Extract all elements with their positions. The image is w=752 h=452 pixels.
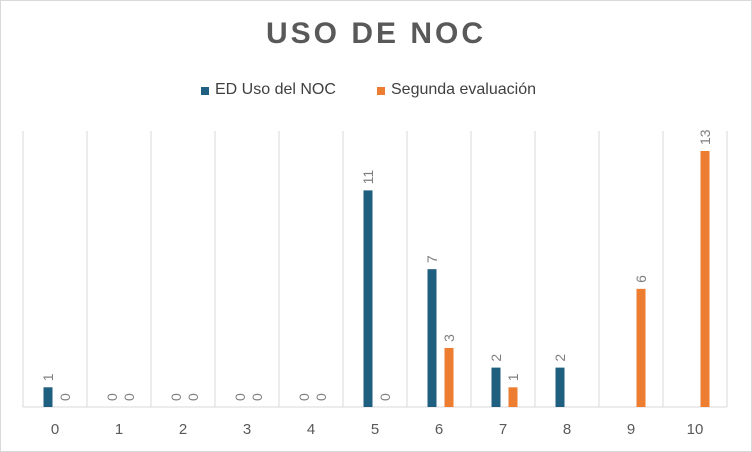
data-label-series-1-cat-5: 11 xyxy=(360,170,376,185)
bar-series-1-cat-5 xyxy=(363,190,373,407)
data-label-series-2-cat-4: 0 xyxy=(313,393,329,401)
x-tick-label-0: 0 xyxy=(51,421,59,438)
bar-series-1-cat-7 xyxy=(491,367,501,407)
legend-label-series-1: ED Uso del NOC xyxy=(215,81,336,98)
data-label-series-1-cat-1: 0 xyxy=(104,393,120,401)
data-label-series-2-cat-1: 0 xyxy=(121,393,137,401)
data-label-series-1-cat-2: 0 xyxy=(168,393,184,401)
x-tick-label-4: 4 xyxy=(307,421,315,438)
data-label-series-1-cat-3: 0 xyxy=(232,393,248,401)
legend: ED Uso del NOC Segunda evaluación xyxy=(1,81,751,101)
data-label-series-2-cat-6: 3 xyxy=(441,334,457,342)
bar-series-1-cat-8 xyxy=(555,367,565,407)
x-tick-label-6: 6 xyxy=(435,421,443,438)
data-label-series-1-cat-4: 0 xyxy=(296,393,312,401)
x-tick-label-1: 1 xyxy=(115,421,123,438)
data-label-series-2-cat-9: 6 xyxy=(633,275,649,283)
data-label-series-2-cat-7: 1 xyxy=(505,373,521,381)
bar-series-2-cat-9 xyxy=(636,288,646,407)
data-label-series-2-cat-10: 13 xyxy=(697,129,713,145)
data-label-series-1-cat-0: 1 xyxy=(40,373,56,381)
x-tick-label-9: 9 xyxy=(627,421,635,438)
x-tick-label-8: 8 xyxy=(563,421,571,438)
data-label-series-2-cat-0: 0 xyxy=(57,393,73,401)
bar-series-1-cat-6 xyxy=(427,269,437,407)
data-label-series-2-cat-5: 0 xyxy=(377,393,393,401)
data-label-series-2-cat-2: 0 xyxy=(185,393,201,401)
x-tick-label-3: 3 xyxy=(243,421,251,438)
legend-swatch-series-1 xyxy=(201,87,209,95)
bar-series-2-cat-7 xyxy=(508,387,518,407)
bar-series-2-cat-10 xyxy=(700,151,710,407)
x-tick-label-10: 10 xyxy=(687,421,704,438)
bar-series-1-cat-0 xyxy=(43,387,53,407)
bar-series-2-cat-6 xyxy=(444,347,454,407)
legend-swatch-series-2 xyxy=(377,87,385,95)
data-label-series-1-cat-8: 2 xyxy=(552,354,568,362)
data-label-series-1-cat-7: 2 xyxy=(488,354,504,362)
legend-label-series-2: Segunda evaluación xyxy=(391,81,537,98)
data-label-series-2-cat-3: 0 xyxy=(249,393,265,401)
data-label-series-1-cat-6: 7 xyxy=(424,255,440,263)
chart-title: USO DE NOC xyxy=(265,17,487,50)
x-tick-label-2: 2 xyxy=(179,421,187,438)
x-tick-label-5: 5 xyxy=(371,421,379,438)
x-tick-label-7: 7 xyxy=(499,421,507,438)
